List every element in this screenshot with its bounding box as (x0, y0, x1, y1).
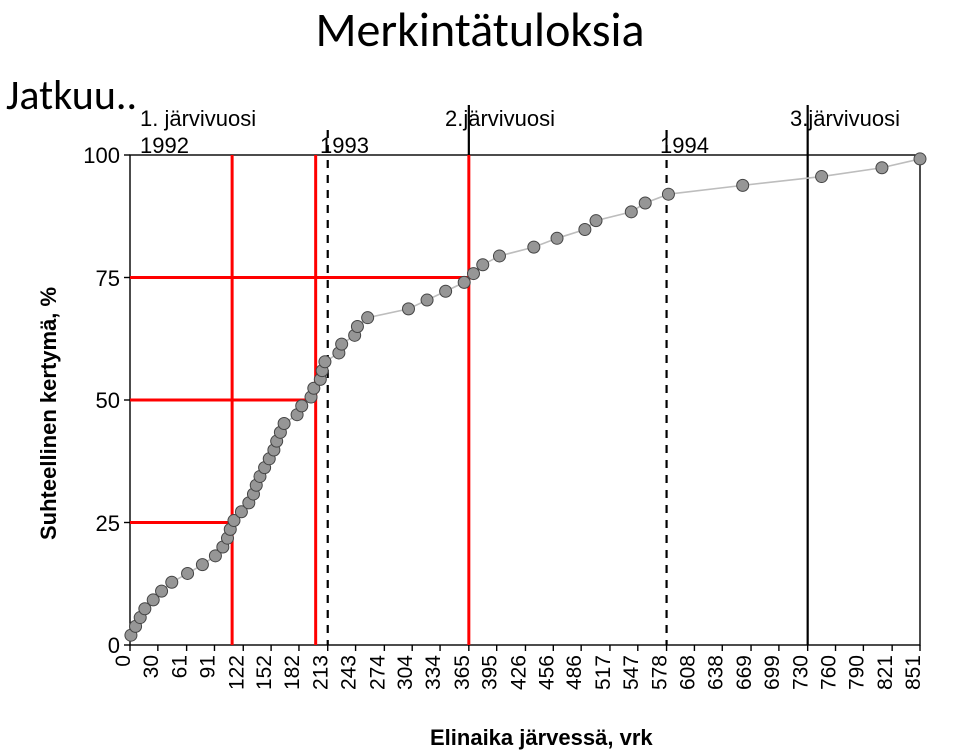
svg-text:365: 365 (451, 655, 474, 690)
svg-text:669: 669 (733, 655, 756, 690)
svg-text:61: 61 (169, 655, 192, 678)
svg-text:304: 304 (394, 655, 417, 690)
svg-text:517: 517 (592, 655, 615, 690)
svg-text:182: 182 (281, 655, 304, 690)
svg-text:456: 456 (535, 655, 558, 690)
svg-text:578: 578 (649, 655, 672, 690)
svg-text:851: 851 (902, 655, 925, 690)
svg-text:547: 547 (620, 655, 643, 690)
svg-text:608: 608 (676, 655, 699, 690)
svg-text:730: 730 (790, 655, 813, 690)
svg-text:243: 243 (338, 655, 361, 690)
svg-text:760: 760 (818, 655, 841, 690)
svg-text:334: 334 (422, 655, 445, 690)
svg-text:790: 790 (845, 655, 868, 690)
svg-text:821: 821 (874, 655, 897, 690)
svg-text:152: 152 (253, 655, 276, 690)
svg-text:486: 486 (563, 655, 586, 690)
svg-text:91: 91 (196, 655, 219, 678)
svg-text:30: 30 (140, 655, 163, 678)
svg-text:699: 699 (761, 655, 784, 690)
svg-text:213: 213 (310, 655, 333, 690)
svg-text:274: 274 (366, 655, 389, 690)
stage: Merkintätuloksia Jatkuu.. 1. järvivuosi … (0, 0, 960, 755)
svg-text:122: 122 (225, 655, 248, 690)
svg-text:426: 426 (507, 655, 530, 690)
cdf-chart: 0 30 6191 122152182 213243274304334 365395426… (0, 0, 960, 755)
svg-text:638: 638 (704, 655, 727, 690)
svg-text:0: 0 (112, 655, 135, 667)
svg-text:395: 395 (479, 655, 502, 690)
